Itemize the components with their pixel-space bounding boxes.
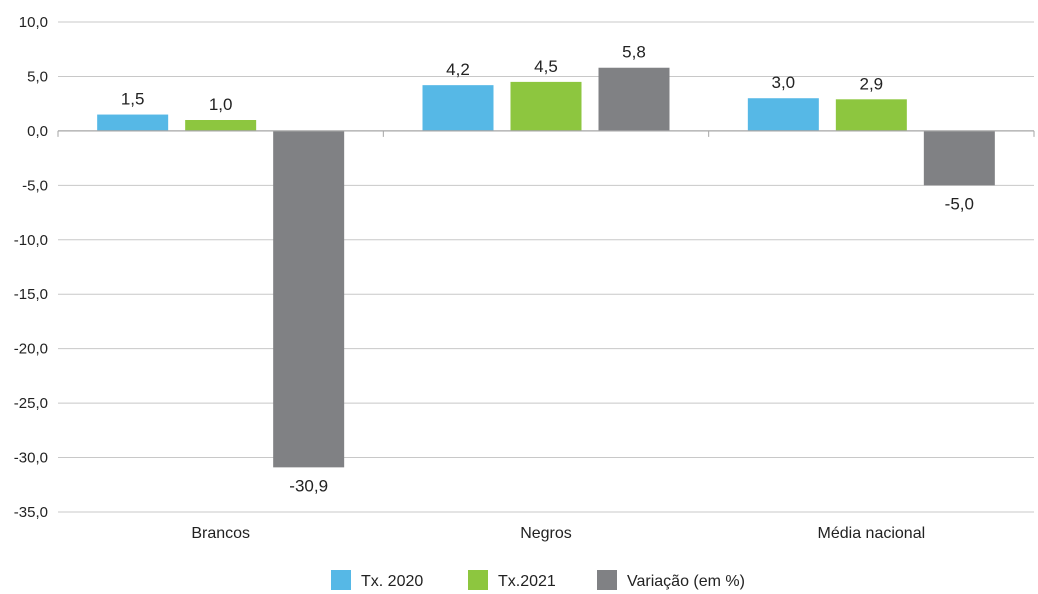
legend-item-tx-2020: Tx. 2020 <box>331 570 423 590</box>
y-axis-ticks: 10,0 5,0 0,0 -5,0 -10,0 -15,0 -20,0 -25,0 -30,0 -… <box>14 14 48 521</box>
legend-swatch <box>597 570 617 590</box>
category-labels: Brancos Negros Média nacional <box>191 525 925 542</box>
bar-tx-2020-negros <box>422 85 494 131</box>
legend-item-variacao-em: Variação (em %) <box>597 570 745 590</box>
legend-item-tx-2021: Tx.2021 <box>468 570 556 590</box>
bar-tx-2021-negros <box>510 81 582 131</box>
data-label-tx-2021-brancos: 1,0 <box>209 95 233 114</box>
y-tick-label: -30,0 <box>14 450 48 467</box>
gridlines <box>58 21 1034 513</box>
bar-tx-2021-media-nacional <box>835 99 907 131</box>
legend-swatch <box>331 570 351 590</box>
category-label-brancos: Brancos <box>191 525 250 542</box>
y-tick-label: -35,0 <box>14 504 48 521</box>
data-label-variacao-em-negros: 5,8 <box>622 43 646 62</box>
y-tick-label: 0,0 <box>27 123 48 140</box>
y-tick-label: -10,0 <box>14 232 48 249</box>
legend: Tx. 2020 Tx.2021 Variação (em %) <box>331 570 745 590</box>
bar-tx-2020-brancos <box>97 114 169 131</box>
y-tick-label: 5,0 <box>27 68 48 85</box>
bar-variacao-em-brancos <box>273 130 345 468</box>
data-label-tx-2020-negros: 4,2 <box>446 60 470 79</box>
legend-label: Tx. 2020 <box>361 573 423 590</box>
bar-tx-2020-media-nacional <box>747 98 819 131</box>
category-label-media-nacional: Média nacional <box>818 525 926 542</box>
y-tick-label: -5,0 <box>22 177 48 194</box>
y-tick-label: 10,0 <box>19 14 48 31</box>
data-label-tx-2021-media-nacional: 2,9 <box>860 74 884 93</box>
y-tick-label: -20,0 <box>14 341 48 358</box>
legend-label: Variação (em %) <box>627 573 745 590</box>
legend-label: Tx.2021 <box>498 573 556 590</box>
bar-variacao-em-negros <box>598 67 670 131</box>
bar-tx-2021-brancos <box>185 120 257 131</box>
data-label-tx-2020-brancos: 1,5 <box>121 90 145 109</box>
data-label-variacao-em-media-nacional: -5,0 <box>945 194 974 213</box>
bars <box>97 67 995 468</box>
bar-variacao-em-media-nacional <box>923 130 995 186</box>
data-label-tx-2021-negros: 4,5 <box>534 57 558 76</box>
y-tick-label: -25,0 <box>14 395 48 412</box>
legend-swatch <box>468 570 488 590</box>
y-tick-label: -15,0 <box>14 286 48 303</box>
data-label-variacao-em-brancos: -30,9 <box>289 476 328 495</box>
data-label-tx-2020-media-nacional: 3,0 <box>772 73 796 92</box>
category-label-negros: Negros <box>520 525 572 542</box>
zero-axis <box>57 130 1035 137</box>
data-labels: 1,5 1,0 -30,9 4,2 4,5 5,8 3,0 2,9 -5,0 <box>121 43 974 496</box>
